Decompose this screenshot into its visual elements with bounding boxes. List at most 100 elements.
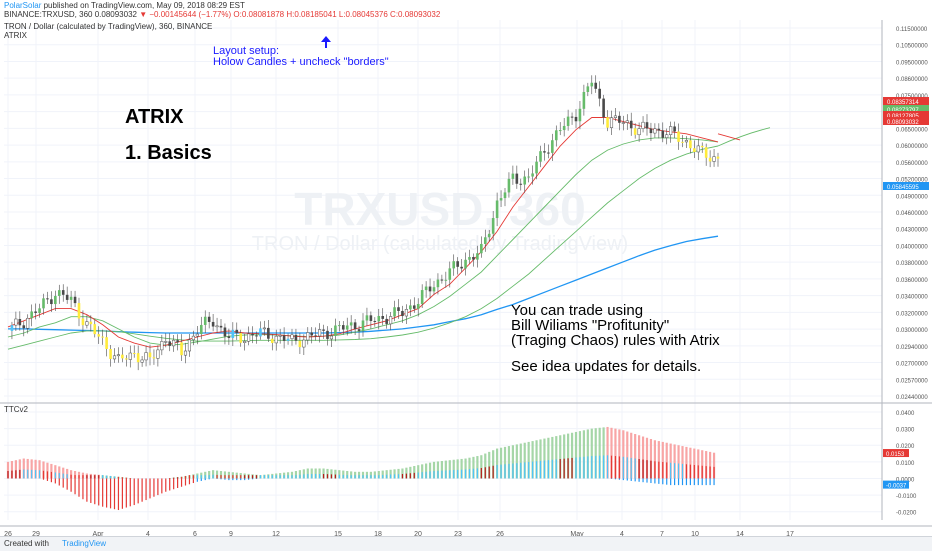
candle-body — [38, 308, 41, 313]
candle-body — [531, 173, 534, 177]
candle-body — [377, 315, 381, 322]
x-tick-label: 29 — [32, 531, 40, 538]
candle-body — [112, 355, 117, 360]
ma-green2-extension — [717, 127, 771, 147]
candle-body — [160, 341, 164, 351]
candle-body — [93, 324, 97, 335]
price-label-bg — [883, 117, 929, 125]
candle-body — [566, 116, 570, 126]
candle-body — [267, 327, 270, 339]
candle-body — [574, 116, 578, 122]
y-tick-label: 0.07500000 — [896, 94, 928, 100]
x-tick-label: 23 — [454, 531, 462, 538]
candle-body — [345, 325, 349, 330]
candle-body — [464, 259, 467, 269]
candle-body — [199, 324, 203, 335]
candle-body — [26, 317, 30, 329]
candle-body — [629, 120, 633, 129]
candle-body — [409, 305, 412, 310]
candle-body — [318, 329, 322, 337]
candle-body — [381, 315, 385, 319]
price-labels: 0.083573140.082737970.081278050.08093032… — [883, 97, 929, 490]
price-label-bg — [883, 111, 929, 119]
published-text: published on TradingView.com, May 09, 20… — [43, 1, 245, 10]
x-tick-label: 26 — [496, 531, 504, 538]
ma-red-extension — [717, 133, 741, 141]
candle-body — [637, 128, 641, 136]
candle-body — [523, 176, 527, 185]
candle-body — [586, 86, 590, 92]
candle-body — [121, 354, 124, 359]
osc-y-tick-label: 0.0300 — [896, 428, 915, 434]
candle-body — [207, 316, 211, 322]
candle-body — [495, 200, 499, 219]
candle-body — [673, 126, 676, 132]
candle-body — [125, 358, 128, 360]
y-tick-label: 0.04300000 — [896, 228, 928, 234]
price-now: 0.08093032 — [94, 10, 137, 19]
candle-body — [211, 321, 215, 327]
candle-body — [432, 287, 436, 292]
candle-body — [46, 298, 49, 300]
y-tick-label: 0.03400000 — [896, 295, 928, 301]
candle-body — [278, 335, 282, 337]
publisher-name[interactable]: PolarSolar — [4, 1, 42, 10]
candle-body — [85, 321, 89, 326]
price-label-bg — [883, 182, 929, 190]
created-with: Created with — [4, 539, 49, 548]
candle-body — [594, 82, 598, 89]
price-label: 0.08093032 — [887, 120, 919, 126]
watermark: TRXUSD, 360 TRON / Dollar (calculated by… — [252, 183, 628, 255]
candle-body — [609, 117, 614, 128]
candle-body — [219, 325, 223, 328]
candle-body — [109, 348, 112, 359]
candle-body — [428, 286, 432, 292]
series-title: TRON / Dollar (calculated by TradingView… — [4, 22, 213, 31]
candle-body — [562, 125, 566, 131]
candle-body — [274, 335, 278, 344]
x-tick-label: 18 — [374, 531, 382, 538]
candle-body — [42, 298, 45, 309]
candle-body — [365, 315, 369, 321]
candle-body — [606, 117, 609, 128]
candle-body — [539, 151, 542, 162]
y-tick-label: 0.05600000 — [896, 161, 928, 167]
time-axis: 26 29 Apr 4 6 9 12 15 18 20 23 26 May 4 7 10 14 17 — [4, 531, 794, 538]
candle-body — [551, 140, 554, 153]
candle-body — [665, 134, 669, 138]
candle-body — [81, 318, 85, 326]
candle-body — [547, 152, 550, 154]
y-tick-label: 0.02570000 — [896, 378, 928, 384]
candle-body — [353, 322, 357, 330]
candle-body — [412, 305, 416, 309]
candle-body — [712, 156, 716, 162]
candle-body — [247, 333, 251, 342]
candle-body — [101, 336, 104, 338]
candle-body — [89, 321, 93, 325]
candle-body — [294, 334, 298, 341]
candle-body — [270, 338, 274, 343]
x-tick-label: 7 — [660, 531, 664, 538]
candle-body — [696, 145, 700, 153]
candle-body — [329, 335, 333, 340]
candle-body — [156, 349, 160, 359]
candle-body — [18, 318, 22, 326]
candle-body — [598, 88, 601, 99]
osc-price-label: -0.0037 — [886, 484, 907, 490]
candle-body — [369, 315, 373, 321]
candle-body — [61, 290, 65, 295]
trade-note-2: Bill Wiliams "Profitunity" — [511, 317, 670, 334]
publish-line: PolarSolar published on TradingView.com,… — [4, 1, 245, 10]
watermark-name: TRON / Dollar (calculated by TradingView… — [252, 233, 628, 255]
candle-body — [338, 325, 341, 327]
oscillator-label: TTCv2 — [4, 405, 28, 414]
price-axes: 0.11500000 0.10500000 0.09500000 0.08600000… — [0, 20, 932, 527]
candle-body — [684, 140, 688, 143]
candle-body — [448, 268, 452, 280]
trade-note-3: (Traging Chaos) rules with Atrix — [511, 332, 720, 349]
candle-body — [480, 243, 483, 254]
footer: Created with TradingView — [0, 536, 932, 551]
candle-body — [558, 130, 562, 132]
brand-link[interactable]: TradingView — [62, 539, 107, 548]
